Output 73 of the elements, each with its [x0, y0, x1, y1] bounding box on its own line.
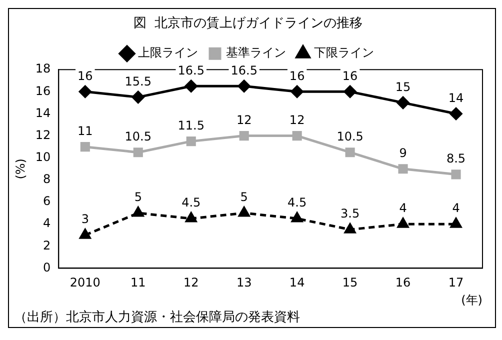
data-label: 16 — [289, 68, 305, 83]
x-tick-label: 15 — [342, 276, 358, 290]
data-label: 10.5 — [336, 129, 364, 144]
legend-label: 基準ライン — [226, 46, 286, 60]
chart-title: 図 北京市の賃上げガイドラインの推移 — [133, 16, 363, 32]
data-label: 4.5 — [182, 196, 201, 210]
data-label: 5 — [240, 190, 248, 204]
x-tick-label: 2010 — [70, 276, 100, 290]
x-tick-label: 17 — [448, 276, 464, 290]
point — [344, 223, 356, 234]
data-label: 16.5 — [230, 63, 258, 78]
data-label: 4 — [399, 201, 407, 216]
point — [450, 218, 462, 228]
x-tick-label: 11 — [130, 276, 146, 290]
y-tick-label: 10 — [35, 150, 51, 164]
y-tick-label: 8 — [43, 172, 51, 186]
data-label: 15 — [395, 80, 411, 94]
legend-label: 下限ライン — [314, 46, 374, 60]
x-tick-label: 12 — [183, 276, 199, 290]
data-label: 5 — [134, 190, 142, 204]
y-tick-label: 2 — [43, 238, 51, 252]
y-tick-label: 16 — [35, 84, 51, 98]
point — [80, 142, 90, 152]
y-tick-label: 0 — [43, 260, 51, 274]
data-label: 16 — [342, 68, 358, 83]
point — [238, 206, 250, 217]
point — [345, 148, 355, 158]
y-tick-label: 12 — [35, 128, 51, 142]
point — [450, 107, 462, 120]
data-label: 16 — [78, 68, 93, 83]
data-label: 9 — [399, 146, 407, 160]
y-tick-label: 14 — [35, 106, 51, 120]
point — [133, 148, 143, 158]
y-tick-label: 4 — [43, 216, 51, 230]
point — [186, 136, 196, 146]
y-tick-label: 6 — [43, 194, 51, 208]
point — [291, 212, 303, 222]
data-label: 11 — [78, 124, 93, 138]
point — [396, 96, 410, 109]
point — [132, 90, 144, 104]
x-axis-title: (年) — [461, 292, 482, 307]
text: （出所）北京市人力資源・社会保障局の発表資料 — [13, 309, 301, 326]
point — [239, 131, 249, 141]
data-label: 10.5 — [124, 129, 152, 144]
y-axis-title: (%) — [13, 158, 28, 180]
data-label: 3.5 — [340, 206, 360, 221]
y-tick-label: 18 — [35, 62, 51, 76]
point — [398, 164, 408, 174]
point — [78, 85, 92, 98]
data-label: 12 — [236, 112, 252, 127]
x-tick-label: 13 — [236, 276, 252, 290]
point — [186, 212, 197, 222]
legend-label: 上限ライン — [138, 46, 198, 60]
data-label: 3 — [81, 212, 89, 226]
point — [397, 218, 409, 228]
data-label: 4.5 — [288, 196, 307, 210]
data-label: 14 — [448, 90, 464, 105]
point — [80, 228, 91, 239]
point — [290, 85, 304, 98]
point — [184, 80, 198, 92]
x-tick-label: 14 — [289, 276, 305, 290]
data-label: 4 — [452, 201, 460, 216]
point — [344, 85, 356, 98]
data-label: 12 — [289, 112, 305, 127]
data-label: 11.5 — [178, 118, 204, 132]
data-label: 15.5 — [124, 74, 152, 88]
data-label: 8.5 — [446, 152, 466, 166]
point — [132, 206, 144, 217]
data-label: 16.5 — [178, 63, 204, 78]
x-tick-label: 16 — [395, 276, 411, 290]
point — [238, 80, 250, 92]
point — [292, 131, 302, 141]
point — [451, 170, 461, 180]
